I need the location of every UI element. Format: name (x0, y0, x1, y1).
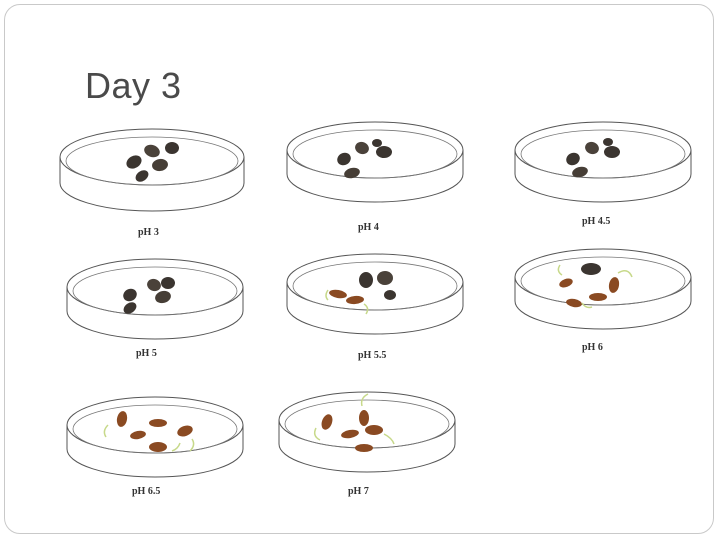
dish-label: pH 3 (138, 227, 159, 238)
dish-label: pH 7 (348, 486, 369, 497)
dish-label: pH 4 (358, 222, 379, 233)
petri-dish-drawing (514, 121, 692, 203)
dish-label: pH 6 (582, 342, 603, 353)
dish-label: pH 5 (136, 348, 157, 359)
petri-dish-drawing (59, 128, 245, 212)
petri-dish-drawing (66, 396, 244, 478)
petri-dish-ph7: pH 7 (272, 388, 462, 497)
seed-group (126, 142, 179, 182)
seed-group (325, 271, 396, 315)
dish-label: pH 4.5 (582, 216, 611, 227)
slide-title: Day 3 (85, 65, 182, 106)
petri-dish-drawing (286, 121, 464, 203)
dish-label: pH 6.5 (132, 486, 161, 497)
seed-group (103, 411, 195, 452)
petri-dish-drawing (286, 253, 464, 335)
petri-dish-drawing (278, 391, 456, 473)
seed-group (123, 277, 175, 314)
petri-dish-ph4-5: pH 4.5 (508, 118, 698, 227)
petri-dish-drawing (514, 248, 692, 330)
dish-label: pH 5.5 (358, 350, 387, 361)
petri-dish-ph5: pH 5 (60, 255, 250, 359)
petri-dish-ph5-5: pH 5.5 (280, 250, 470, 361)
petri-dish-ph6-5: pH 6.5 (60, 393, 250, 497)
seed-group (337, 139, 392, 179)
seed-group (566, 138, 620, 178)
seed-group (557, 263, 633, 309)
petri-dish-ph6: pH 6 (508, 245, 698, 353)
petri-dish-ph4: pH 4 (280, 118, 470, 233)
petri-dish-ph3: pH 3 (52, 125, 252, 238)
seed-group (313, 393, 395, 452)
petri-dish-drawing (66, 258, 244, 340)
